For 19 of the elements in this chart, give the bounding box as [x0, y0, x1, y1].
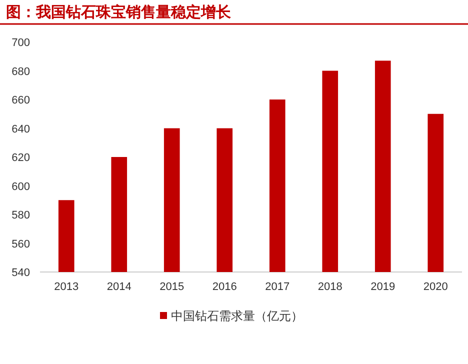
- y-tick-label: 580: [12, 210, 30, 222]
- y-tick-label: 700: [12, 37, 30, 49]
- x-tick-label: 2016: [212, 281, 237, 293]
- y-tick-label: 640: [12, 123, 30, 136]
- legend-label: 中国钻石需求量（亿元）: [171, 309, 303, 323]
- y-tick-label: 540: [12, 267, 30, 279]
- x-tick-label: 2020: [423, 281, 448, 293]
- y-tick-label: 560: [12, 238, 30, 250]
- x-tick-label: 2017: [265, 281, 290, 293]
- y-tick-label: 620: [12, 152, 30, 164]
- chart-title: 图：我国钻石珠宝销售量稳定增长: [6, 3, 232, 21]
- x-tick-label: 2013: [54, 281, 79, 293]
- y-tick-label: 660: [12, 94, 30, 106]
- x-tick-label: 2015: [160, 281, 184, 293]
- y-tick-label: 600: [12, 180, 30, 193]
- x-tick-label: 2018: [318, 281, 342, 293]
- x-tick-label: 2014: [106, 281, 132, 293]
- y-tick-label: 680: [12, 66, 30, 78]
- x-tick-label: 2019: [370, 281, 396, 293]
